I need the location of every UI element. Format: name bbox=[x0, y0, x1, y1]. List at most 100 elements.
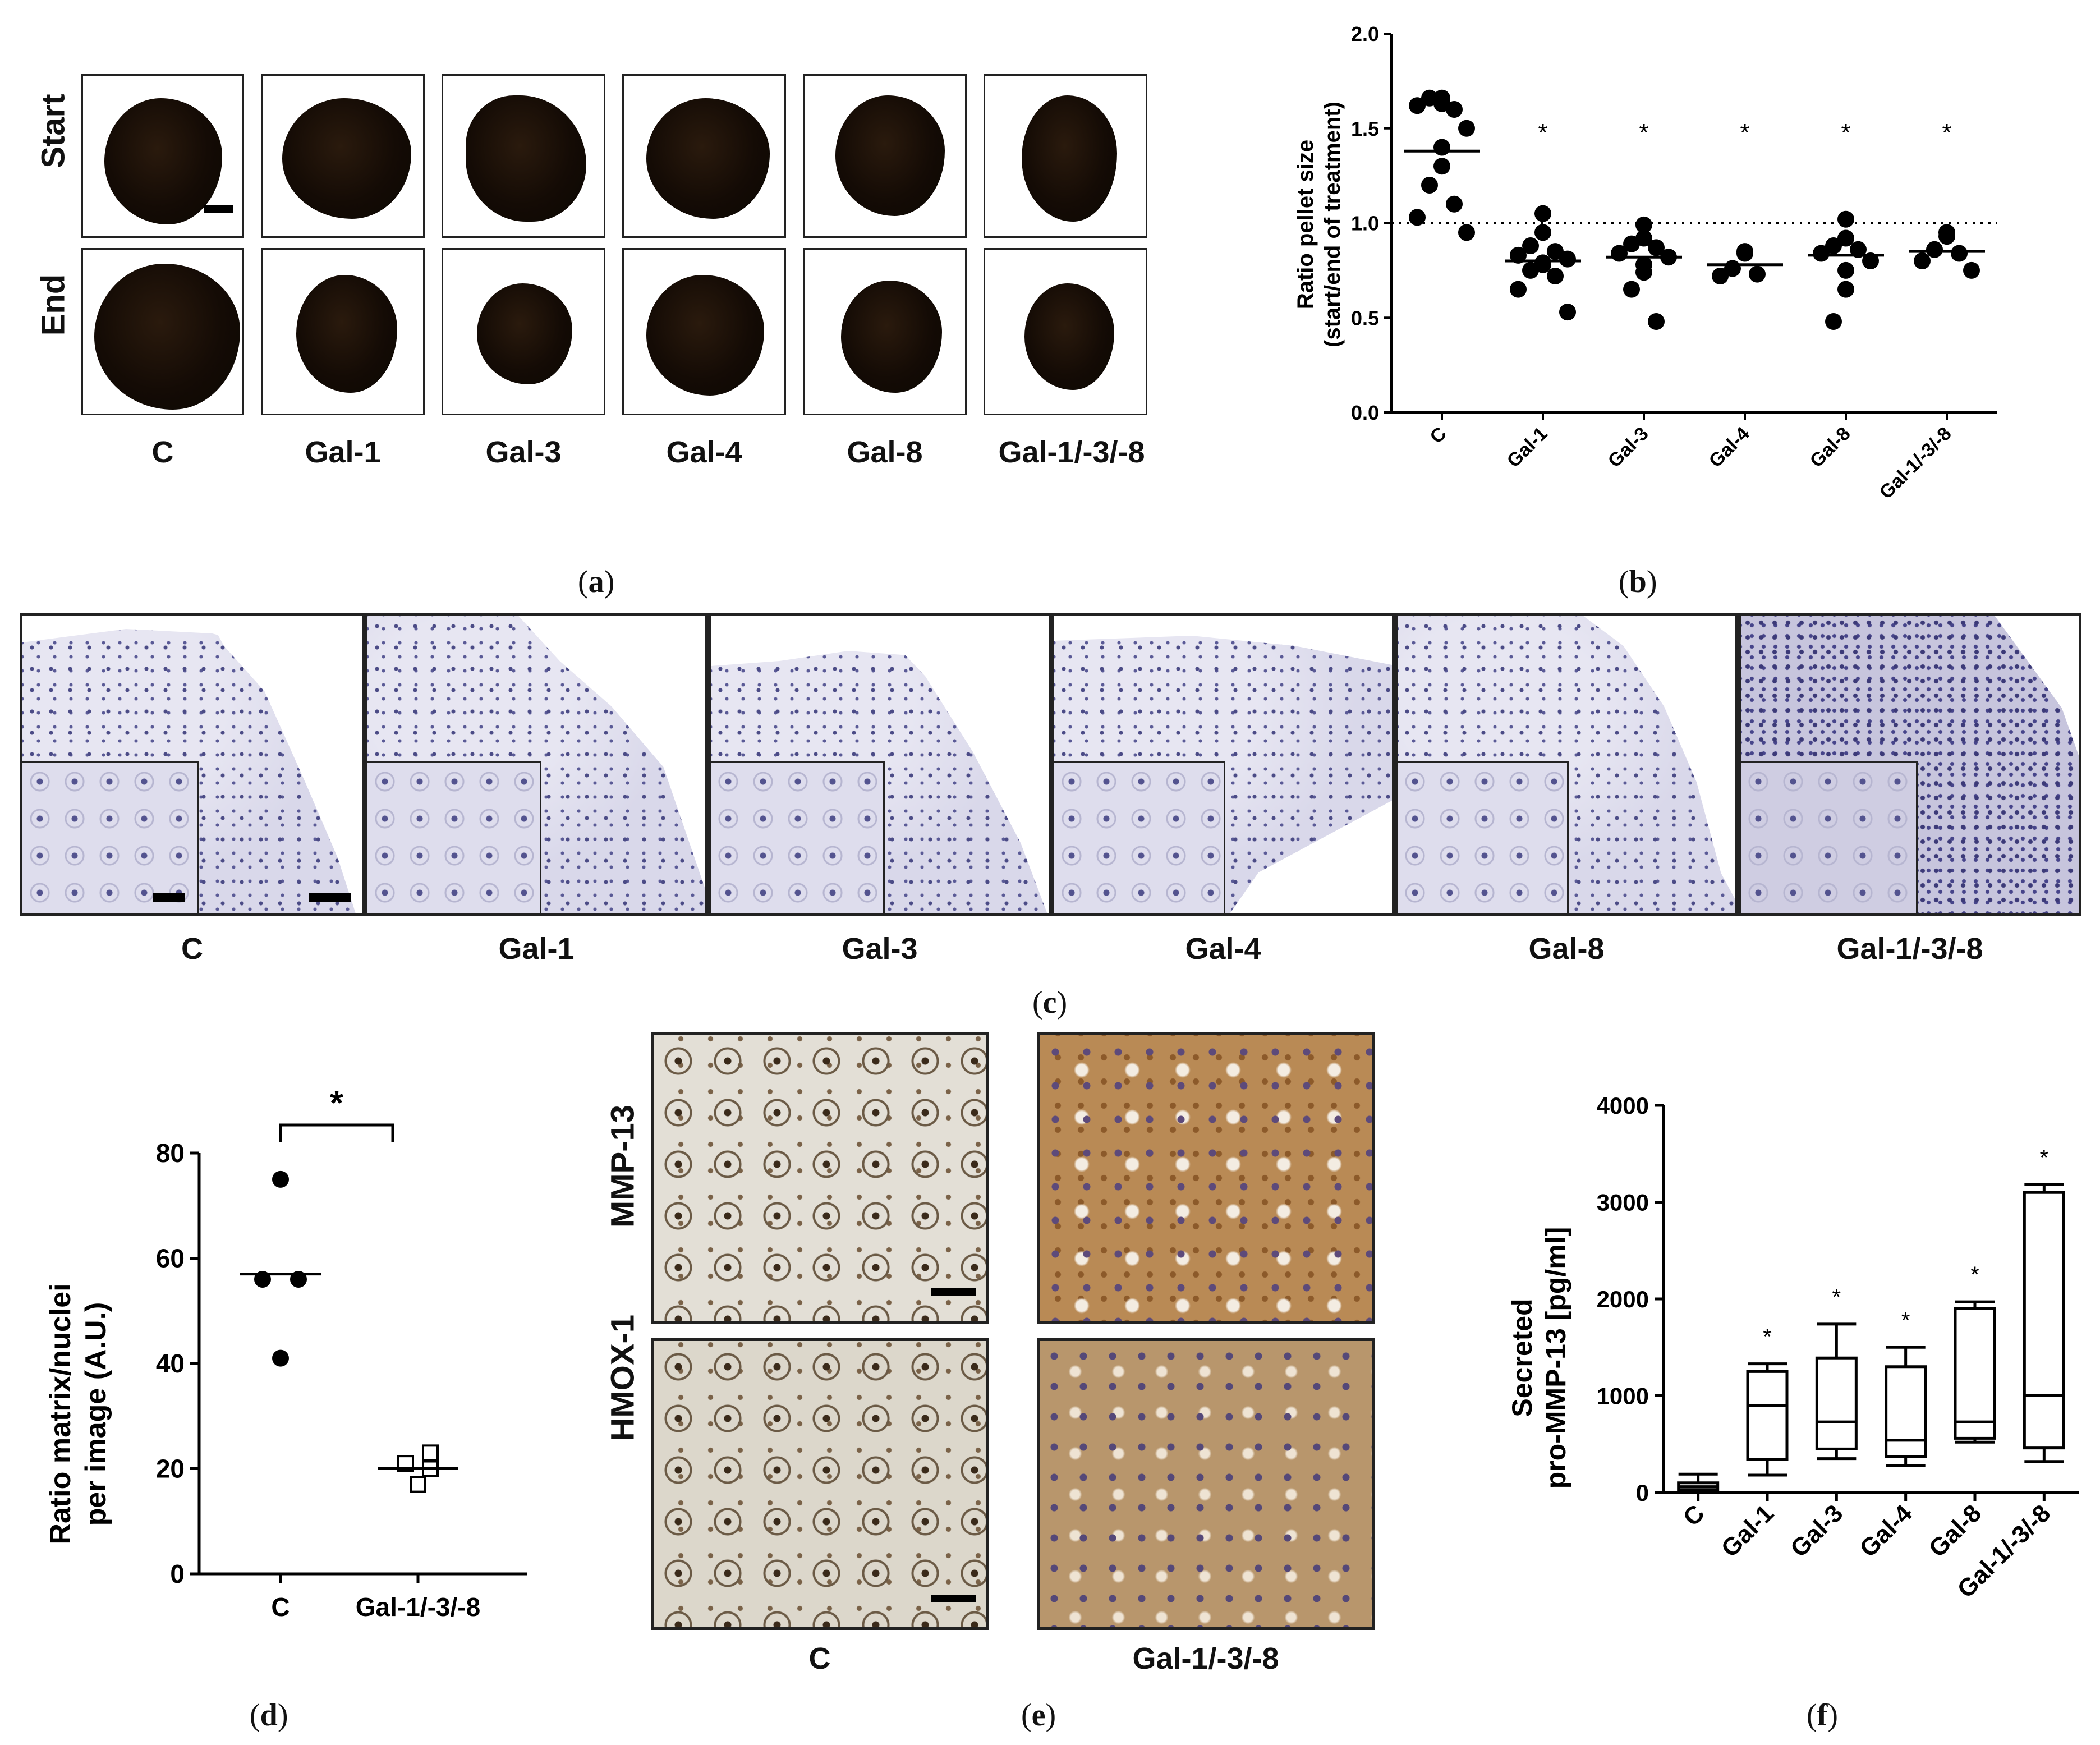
box bbox=[1746, 1370, 1789, 1461]
group-label-gal1-3-8: Gal-1/-3/-8 bbox=[1132, 1642, 1279, 1675]
ihc-image-mmp13-c bbox=[651, 1032, 989, 1324]
data-point bbox=[1825, 313, 1842, 330]
pellet-image-start-gal4 bbox=[622, 74, 786, 238]
significance-marker: * bbox=[1639, 119, 1648, 146]
data-point bbox=[1813, 245, 1830, 262]
data-point bbox=[1446, 101, 1463, 118]
data-point bbox=[1559, 250, 1576, 268]
ihc-image-mmp13-gal1-3-8 bbox=[1037, 1032, 1375, 1324]
x-tick-label: Gal-4 bbox=[1705, 423, 1754, 472]
panel-caption-f: (f) bbox=[1807, 1698, 1838, 1733]
scale-bar bbox=[931, 1288, 976, 1296]
scale-bar bbox=[931, 1595, 976, 1602]
significance-marker: * bbox=[2040, 1145, 2049, 1170]
data-point bbox=[1926, 241, 1943, 258]
y-tick-label: 0 bbox=[170, 1559, 185, 1588]
y-tick-label: 60 bbox=[156, 1244, 185, 1273]
data-point bbox=[1850, 241, 1867, 258]
data-point bbox=[1635, 216, 1652, 233]
group-label-gal4: Gal-4 bbox=[1185, 932, 1261, 966]
significance-marker: * bbox=[1841, 119, 1850, 146]
y-tick-label: 1.0 bbox=[1351, 212, 1379, 235]
row-label-hmox1: HMOX-1 bbox=[604, 1314, 641, 1441]
histology-image-gal8 bbox=[1395, 613, 1738, 916]
y-tick-label: 2000 bbox=[1597, 1286, 1649, 1312]
histology-inset-gal8 bbox=[1398, 761, 1569, 913]
panel-caption-e: (e) bbox=[1021, 1698, 1056, 1733]
x-tick-label: Gal-1/-3/-8 bbox=[1876, 423, 1956, 503]
y-tick-label: 4000 bbox=[1597, 1092, 1649, 1119]
ihc-image-hmox1-c bbox=[651, 1338, 989, 1630]
scale-bar bbox=[204, 205, 233, 213]
scale-bar bbox=[153, 893, 185, 902]
data-point bbox=[1433, 139, 1450, 156]
pellet-image-start-gal1 bbox=[261, 74, 425, 238]
panel-caption-c: (c) bbox=[1032, 985, 1068, 1020]
x-tick-label: Gal-3 bbox=[1604, 423, 1653, 472]
pellet-image-end-gal3 bbox=[442, 248, 605, 415]
panel-caption-d: (d) bbox=[250, 1698, 288, 1733]
ihc-image-hmox1-gal1-3-8 bbox=[1037, 1338, 1375, 1630]
data-point bbox=[1648, 313, 1665, 330]
chart-d: 0 20 40 60 80 C Gal-1/-3/-8 * Ratio matrix/nuc… bbox=[44, 1084, 527, 1622]
significance-marker: * bbox=[1970, 1262, 1979, 1287]
data-point bbox=[1648, 239, 1665, 256]
histology-image-c bbox=[20, 613, 365, 916]
pellet-image-end-c bbox=[81, 248, 244, 415]
pellet-image-end-gal1-3-8 bbox=[984, 248, 1147, 415]
y-tick-label: 2.0 bbox=[1351, 22, 1379, 45]
histology-inset-gal1 bbox=[367, 761, 541, 913]
data-point bbox=[1837, 229, 1854, 247]
chart-b-ylabel-line1: Ratio pellet size bbox=[1293, 140, 1318, 309]
group-label-c: C bbox=[151, 435, 174, 469]
data-point bbox=[1623, 235, 1640, 252]
significance-bracket bbox=[279, 1123, 394, 1142]
data-point bbox=[1446, 195, 1463, 213]
x-tick-label: Gal-3 bbox=[1785, 1499, 1848, 1562]
histology-image-gal3 bbox=[708, 613, 1051, 916]
x-tick-label: Gal-8 bbox=[1924, 1499, 1987, 1562]
data-point bbox=[410, 1476, 426, 1493]
data-point bbox=[1837, 210, 1854, 228]
y-tick-label: 0.5 bbox=[1351, 306, 1379, 329]
pellet-image-end-gal4 bbox=[622, 248, 786, 415]
group-label-gal8: Gal-8 bbox=[1528, 932, 1605, 966]
y-tick-label: 1000 bbox=[1597, 1383, 1649, 1409]
histology-inset-gal4 bbox=[1054, 761, 1225, 913]
chart-d-ylabel-line1: Ratio matrix/nuclei bbox=[44, 1283, 77, 1544]
y-tick-label: 0 bbox=[1636, 1480, 1649, 1506]
data-point bbox=[1837, 281, 1854, 298]
data-point bbox=[1409, 97, 1426, 114]
data-point bbox=[272, 1170, 289, 1188]
row-label-end: End bbox=[35, 274, 72, 336]
group-label-gal1: Gal-1 bbox=[498, 932, 575, 966]
x-tick-label: C bbox=[1678, 1499, 1710, 1531]
significance-marker: * bbox=[1740, 119, 1749, 146]
panel-caption-b: (b) bbox=[1619, 564, 1657, 599]
x-tick-label: Gal-4 bbox=[1854, 1499, 1918, 1563]
data-point bbox=[1862, 252, 1879, 269]
data-point bbox=[1951, 245, 1968, 262]
data-point bbox=[1938, 228, 1955, 245]
y-tick-label: 40 bbox=[156, 1349, 185, 1378]
y-tick-label: 80 bbox=[156, 1138, 185, 1168]
significance-marker: * bbox=[1942, 119, 1951, 146]
pellet-image-start-gal8 bbox=[803, 74, 967, 238]
data-point bbox=[1623, 281, 1640, 298]
data-point bbox=[1522, 237, 1539, 254]
x-tick-label: Gal-1 bbox=[1503, 423, 1552, 472]
group-label-c: C bbox=[181, 932, 203, 966]
data-point bbox=[1825, 237, 1842, 254]
data-point bbox=[1635, 264, 1652, 281]
row-label-mmp13: MMP-13 bbox=[604, 1104, 641, 1228]
pellet-image-end-gal1 bbox=[261, 248, 425, 415]
histology-inset-gal1-3-8 bbox=[1741, 761, 1918, 913]
data-point bbox=[1458, 120, 1475, 137]
data-point bbox=[272, 1349, 289, 1367]
pellet-image-start-gal3 bbox=[442, 74, 605, 238]
group-label-c: C bbox=[808, 1642, 831, 1675]
y-tick-label: 20 bbox=[156, 1454, 185, 1484]
group-label-gal3: Gal-3 bbox=[842, 932, 918, 966]
histology-inset-c bbox=[22, 761, 199, 913]
